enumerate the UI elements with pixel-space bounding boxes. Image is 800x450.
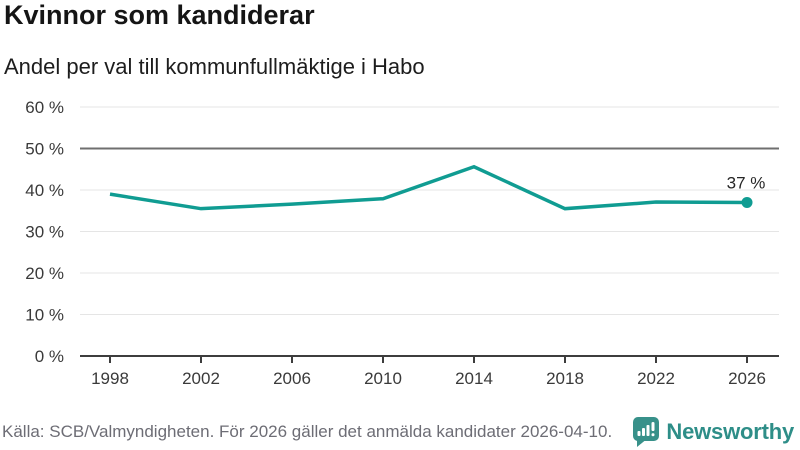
footer: Källa: SCB/Valmyndigheten. För 2026 gäll… [0,413,800,450]
data-line [109,164,748,211]
x-tick-label: 2022 [637,369,675,388]
y-tick-label: 40 % [25,181,64,200]
page-title: Kvinnor som kandiderar [4,0,315,30]
x-tick-label: 2014 [455,369,493,388]
endpoint-value-label: 37 % [727,173,766,192]
y-tick-label: 60 % [25,98,64,117]
page-subtitle: Andel per val till kommunfullmäktige i H… [4,54,425,79]
x-tick-label: 2010 [364,369,402,388]
line-chart: 0 % 10 % 20 % 30 % 40 % 50 % 60 % 1998 2002 2006 2… [25,98,779,388]
brand-logo: Newsworthy [633,416,794,447]
y-tick-label: 30 % [25,223,64,242]
y-tick-label: 20 % [25,264,64,283]
x-tick-label: 2026 [728,369,766,388]
x-tick-label: 2002 [182,369,220,388]
x-tick-label: 2006 [273,369,311,388]
x-tick-label: 1998 [91,369,129,388]
y-tick-label: 50 % [25,140,64,159]
brand-wordmark: Newsworthy [666,418,794,444]
source-note: Källa: SCB/Valmyndigheten. För 2026 gäll… [2,421,613,441]
endpoint-marker [741,196,753,208]
y-tick-label: 10 % [25,306,64,325]
x-tick-label: 2018 [546,369,584,388]
newsworthy-logo-icon [633,416,660,447]
y-tick-label: 0 % [35,347,64,366]
